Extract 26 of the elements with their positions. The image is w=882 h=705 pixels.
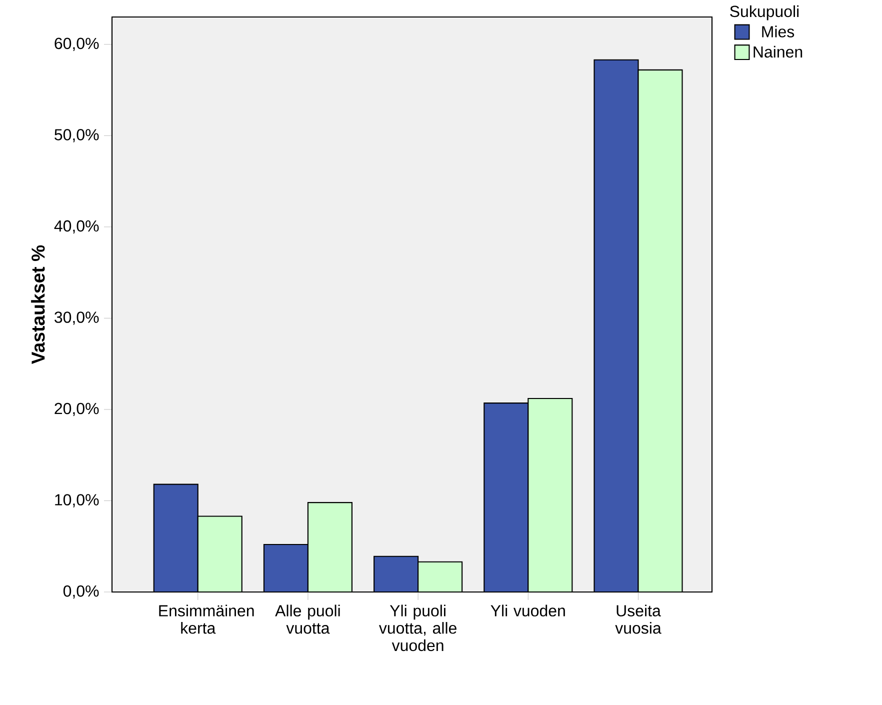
y-tick-label: 60,0%	[54, 38, 99, 51]
bar	[418, 562, 462, 592]
bar	[198, 516, 242, 592]
bar	[594, 59, 639, 592]
y-tick-label: 50,0%	[54, 129, 99, 142]
bar	[264, 544, 308, 592]
y-tick-label: 30,0%	[54, 312, 99, 325]
bar	[528, 398, 572, 592]
bar	[154, 484, 198, 592]
y-tick-label: 0,0%	[63, 585, 99, 599]
x-tick-label: Yli vuoden	[490, 604, 565, 616]
y-tick-label: 40,0%	[54, 220, 99, 234]
legend-title: Sukupuoli	[730, 5, 799, 20]
y-tick-label: 20,0%	[54, 402, 99, 416]
x-tick-label: Useita vuosia	[615, 604, 662, 634]
legend-label: Nainen	[754, 46, 802, 58]
legend-label: Mies	[762, 26, 794, 38]
x-tick-label: Yli puoli vuotta, alle vuoden	[378, 604, 456, 652]
x-tick-label: Alle puoli vuotta	[275, 604, 340, 634]
bar	[374, 556, 418, 592]
y-tick-label: 10,0%	[55, 494, 99, 508]
bar	[308, 502, 352, 592]
y-axis-title: Vastaukset %	[31, 245, 45, 364]
x-tick-label: Ensimmäinen kerta	[159, 604, 254, 634]
bar	[638, 69, 683, 592]
bar	[484, 403, 528, 592]
